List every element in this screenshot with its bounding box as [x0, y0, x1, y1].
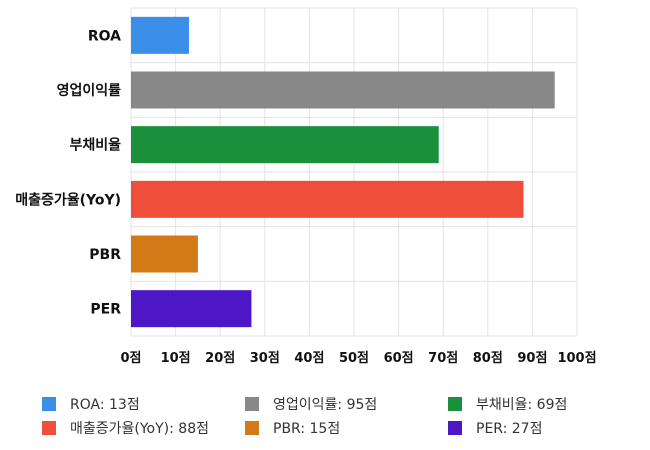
- legend-item-2[interactable]: 부채비율: 69점: [448, 394, 567, 414]
- bar-3: [131, 180, 524, 218]
- grid-lines: [130, 7, 578, 337]
- legend-item-4[interactable]: PBR: 15점: [245, 418, 340, 438]
- bars: [131, 16, 555, 328]
- x-tick-label-3: 30점: [250, 351, 280, 366]
- category-label-1: 영업이익률: [57, 82, 122, 99]
- x-tick-label-10: 100점: [557, 351, 596, 366]
- x-tick-label-1: 10점: [161, 351, 191, 366]
- x-tick-label-4: 40점: [294, 351, 324, 366]
- legend-item-3[interactable]: 매출증가율(YoY): 88점: [42, 418, 209, 438]
- legend-item-1[interactable]: 영업이익률: 95점: [245, 394, 377, 414]
- category-label-5: PER: [90, 302, 121, 318]
- x-tick-label-5: 50점: [339, 351, 369, 366]
- legend-label-4: PBR: 15점: [273, 421, 341, 437]
- x-tick-label-2: 20점: [205, 351, 235, 366]
- x-tick-label-0: 0점: [120, 351, 141, 366]
- legend-swatch-1: [245, 397, 259, 411]
- legend-swatch-0: [42, 397, 56, 411]
- legend-swatch-2: [448, 397, 462, 411]
- category-label-2: 부채비율: [69, 137, 121, 154]
- bar-2: [131, 126, 439, 164]
- legend-label-2: 부채비율: 69점: [476, 397, 568, 413]
- category-label-0: ROA: [88, 28, 121, 44]
- legend-label-3: 매출증가율(YoY): 88점: [70, 421, 209, 437]
- legend-label-5: PER: 27점: [476, 421, 543, 437]
- legend-label-1: 영업이익률: 95점: [273, 397, 378, 413]
- legend-swatch-3: [42, 421, 56, 435]
- legend-item-0[interactable]: ROA: 13점: [42, 394, 140, 414]
- x-tick-labels: 0점 10점 20점 30점 40점 50점 60점 70점 80점 90점 100점: [120, 351, 596, 366]
- legend-label-0: ROA: 13점: [70, 397, 140, 413]
- legend-item-5[interactable]: PER: 27점: [448, 418, 542, 438]
- legend-swatch-5: [448, 421, 462, 435]
- x-tick-label-9: 90점: [517, 351, 547, 366]
- bar-5: [131, 290, 252, 328]
- bar-1: [131, 71, 555, 109]
- category-label-3: 매출증가율(YoY): [15, 191, 121, 208]
- x-tick-label-8: 80점: [473, 351, 503, 366]
- legend-swatch-4: [245, 421, 259, 435]
- x-tick-label-7: 70점: [428, 351, 458, 366]
- x-tick-label-6: 60점: [384, 351, 414, 366]
- category-label-4: PBR: [89, 247, 121, 263]
- bar-0: [131, 16, 189, 54]
- bar-4: [131, 235, 198, 273]
